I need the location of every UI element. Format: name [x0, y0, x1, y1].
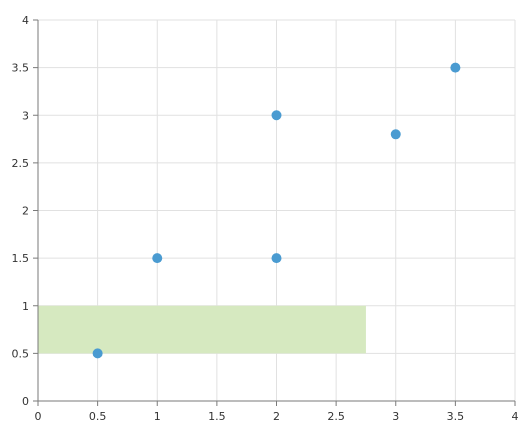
y-tick-label: 4	[22, 14, 29, 27]
data-point	[152, 253, 163, 264]
x-tick-label: 1	[154, 410, 161, 423]
x-tick-label: 3	[392, 410, 399, 423]
x-tick-label: 2.5	[327, 410, 345, 423]
x-tick-label: 4	[512, 410, 519, 423]
data-point	[271, 253, 282, 264]
y-tick-label: 0.5	[12, 347, 30, 360]
y-tick-label: 2.5	[12, 157, 30, 170]
x-tick-label: 2	[273, 410, 280, 423]
data-point	[271, 110, 282, 121]
x-tick-label: 1.5	[208, 410, 226, 423]
y-tick-label: 2	[22, 205, 29, 218]
data-point	[92, 348, 103, 359]
data-point	[450, 62, 461, 73]
y-tick-label: 3	[22, 109, 29, 122]
y-tick-label: 1	[22, 300, 29, 313]
y-tick-label: 1.5	[12, 252, 30, 265]
highlight-band-layer	[38, 305, 366, 354]
x-tick-label: 0	[35, 410, 42, 423]
data-point	[390, 129, 401, 140]
y-tick-label: 3.5	[12, 62, 30, 75]
x-tick-label: 0.5	[89, 410, 107, 423]
x-tick-label: 3.5	[447, 410, 465, 423]
y-tick-label: 0	[22, 395, 29, 408]
highlight-band	[38, 305, 366, 354]
axis-layer: 0 0.5 1 1.5 2 2.5 3 3.5 4 0 0.5 1 1.5 2 2.5 3 3.5 4	[12, 14, 519, 423]
points-layer	[92, 62, 461, 359]
